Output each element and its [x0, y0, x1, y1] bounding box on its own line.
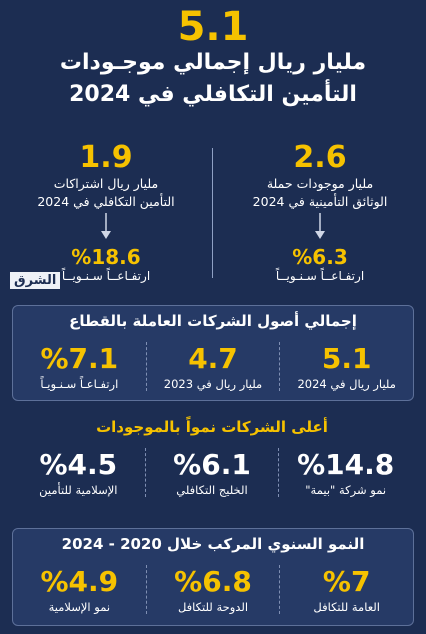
- arrow-icon: [101, 213, 111, 239]
- stat-label: مليار ريال في 2024: [297, 377, 396, 391]
- highlight-label: الوثائق التأمينية في 2024: [252, 194, 388, 209]
- stat-value: %7.1: [40, 342, 119, 375]
- stat-label: ارتفـاعـاً سـنـويـاً: [40, 377, 119, 391]
- stat: %7.1 ارتفـاعـاً سـنـويـاً: [13, 342, 146, 391]
- stat-label: الإسلامية للتأمين: [39, 483, 118, 497]
- stat-value: %4.9: [40, 565, 119, 598]
- stat-value: 4.7: [188, 342, 238, 375]
- stat: %14.8 نمو شركة "بيمة": [278, 448, 412, 497]
- stat: %4.5 الإسلامية للتأمين: [12, 448, 145, 497]
- stat-value: %4.5: [39, 448, 118, 481]
- headline-title: التأمين التكافلي في 2024: [69, 82, 357, 107]
- highlight-change-label: ارتفـاعــاً سـنـويــاً: [61, 269, 151, 283]
- section-title: أعلى الشركات نمواً بالموجودات: [96, 418, 328, 436]
- divider: [212, 148, 213, 278]
- stat-value: %6.8: [174, 565, 252, 598]
- section: أعلى الشركات نمواً بالموجودات %14.8 نمو شر…: [12, 412, 412, 512]
- section-row: 5.1 مليار ريال في 2024 4.7 مليار ريال في 20…: [13, 342, 413, 391]
- section: النمو السنوي المركب خلال 2020 - 2024 %7 ال…: [12, 528, 414, 626]
- stat-value: %14.8: [297, 448, 395, 481]
- stat-label: الدوحة للتكافل: [177, 600, 249, 614]
- stat: 4.7 مليار ريال في 2023: [145, 342, 280, 391]
- highlight-change-label: ارتفـاعــاً سـنـويــاً: [275, 269, 365, 283]
- highlight-value: 1.9: [79, 140, 133, 175]
- logo: الشرق: [10, 272, 61, 289]
- highlight-change: %18.6: [71, 245, 141, 269]
- highlight-change: %6.3: [292, 245, 348, 269]
- section-row: %14.8 نمو شركة "بيمة" %6.1 الخليج التكافلي%…: [12, 448, 412, 497]
- stat-label: نمو شركة "بيمة": [305, 483, 387, 497]
- highlight: 2.6 مليار موجودات حملة الوثائق التأمينية ف…: [220, 140, 420, 283]
- headline-value: 5.1: [177, 4, 249, 50]
- section-title: إجمالي أصول الشركات العاملة بالقطاع: [69, 312, 357, 330]
- stat: %6.8 الدوحة للتكافل: [145, 565, 280, 614]
- highlight-label: التأمين التكافلي في 2024: [37, 194, 175, 209]
- highlight-value: 2.6: [293, 140, 347, 175]
- stat-value: %7: [322, 565, 371, 598]
- stat-label: مليار ريال في 2023: [163, 377, 263, 391]
- highlight-label: مليار موجودات حملة: [266, 176, 374, 191]
- highlight-label: مليار ريال اشتراكات: [53, 176, 159, 191]
- stat-label: نمو الإسلامية: [48, 600, 111, 614]
- headline-title: مليار ريال إجمالي موجـودات: [59, 50, 367, 75]
- stat-value: 5.1: [321, 342, 372, 375]
- stat: %6.1 الخليج التكافلي: [144, 448, 279, 497]
- arrow: [6, 211, 206, 241]
- stat-value: %6.1: [173, 448, 251, 481]
- highlight: 1.9 مليار ريال اشتراكات التأمين التكافلي ف…: [6, 140, 206, 283]
- arrow: [220, 211, 420, 241]
- section-row: %7 العامة للتكافل %6.8 الدوحة للتكافل %4.9 نم…: [13, 565, 413, 614]
- section: إجمالي أصول الشركات العاملة بالقطاع 5.1 مل…: [12, 305, 414, 401]
- arrow-icon: [315, 213, 325, 239]
- section-title: النمو السنوي المركب خلال 2020 - 2024: [61, 535, 365, 553]
- stat: 5.1 مليار ريال في 2024: [279, 342, 413, 391]
- stat-label: الخليج التكافلي: [176, 483, 248, 497]
- stat: %4.9 نمو الإسلامية: [13, 565, 146, 614]
- stat: %7 العامة للتكافل: [279, 565, 413, 614]
- stat-label: العامة للتكافل: [313, 600, 380, 614]
